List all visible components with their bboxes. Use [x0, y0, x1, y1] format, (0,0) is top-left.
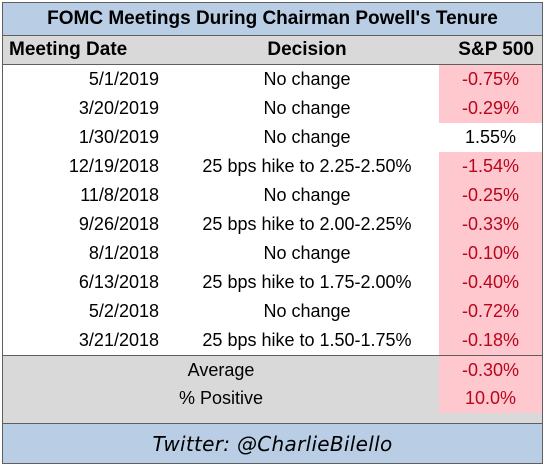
- table-row: 9/26/2018 25 bps hike to 2.00-2.25% -0.33%: [3, 210, 542, 239]
- sp500-change-cell: -0.75%: [439, 65, 542, 94]
- decision-cell: No change: [263, 185, 351, 205]
- decision-cell: No change: [263, 243, 351, 263]
- sp500-change-cell: -0.25%: [439, 181, 542, 210]
- positive-label: % Positive: [178, 388, 264, 408]
- summary-positive-row: % Positive 10.0%: [3, 384, 542, 423]
- table-row: 1/30/2019 No change 1.55%: [3, 123, 542, 152]
- table-row: 12/19/2018 25 bps hike to 2.25-2.50% -1.54…: [3, 152, 542, 181]
- meeting-date-cell: 6/13/2018: [78, 272, 159, 292]
- footer-credit: Twitter: @CharlieBilello: [3, 423, 542, 463]
- header-row: Meeting Date Decision S&P 500: [3, 36, 542, 65]
- meeting-date-cell: 8/1/2018: [88, 243, 159, 263]
- table-row: 11/8/2018 No change -0.25%: [3, 181, 542, 210]
- decision-cell: 25 bps hike to 2.25-2.50%: [202, 156, 412, 176]
- decision-cell: No change: [263, 127, 351, 147]
- header-sp500: S&P 500: [458, 39, 534, 60]
- decision-cell: 25 bps hike to 2.00-2.25%: [202, 214, 412, 234]
- table-title: FOMC Meetings During Chairman Powell's T…: [3, 3, 542, 36]
- meeting-date-cell: 9/26/2018: [78, 214, 159, 234]
- meeting-date-cell: 12/19/2018: [68, 156, 159, 176]
- average-value: -0.30%: [439, 356, 542, 384]
- table-row: 8/1/2018 No change -0.10%: [3, 239, 542, 268]
- table-row: 3/20/2019 No change -0.29%: [3, 94, 542, 123]
- sp500-change-cell: -0.10%: [439, 239, 542, 268]
- sp500-change-cell: -0.18%: [439, 326, 542, 355]
- meeting-date-cell: 5/2/2018: [88, 301, 159, 321]
- sp500-change-cell: -1.54%: [439, 152, 542, 181]
- table-row: 6/13/2018 25 bps hike to 1.75-2.00% -0.40%: [3, 268, 542, 297]
- sp500-change-cell: -0.40%: [439, 268, 542, 297]
- positive-value: 10.0%: [439, 384, 542, 413]
- meeting-date-cell: 11/8/2018: [80, 185, 159, 205]
- meeting-date-cell: 1/30/2019: [78, 127, 159, 147]
- sp500-change-cell: -0.29%: [439, 94, 542, 123]
- table-row: 3/21/2018 25 bps hike to 1.50-1.75% -0.18%: [3, 326, 542, 355]
- header-decision: Decision: [267, 39, 347, 60]
- decision-cell: No change: [263, 301, 351, 321]
- sp500-change-cell: -0.72%: [439, 297, 542, 326]
- decision-cell: 25 bps hike to 1.75-2.00%: [202, 272, 412, 292]
- meeting-date-cell: 5/1/2019: [88, 69, 159, 89]
- decision-cell: 25 bps hike to 1.50-1.75%: [202, 330, 412, 350]
- sp500-change-cell: 1.55%: [439, 123, 542, 152]
- header-meeting-date: Meeting Date: [9, 39, 128, 60]
- decision-cell: No change: [263, 98, 351, 118]
- summary-average-row: Average -0.30%: [3, 355, 542, 384]
- meeting-date-cell: 3/20/2019: [78, 98, 159, 118]
- table-row: 5/1/2019 No change -0.75%: [3, 65, 542, 94]
- decision-cell: No change: [263, 69, 351, 89]
- average-label: Average: [187, 359, 255, 380]
- meeting-date-cell: 3/21/2018: [78, 330, 159, 350]
- table-row: 5/2/2018 No change -0.72%: [3, 297, 542, 326]
- sp500-change-cell: -0.33%: [439, 210, 542, 239]
